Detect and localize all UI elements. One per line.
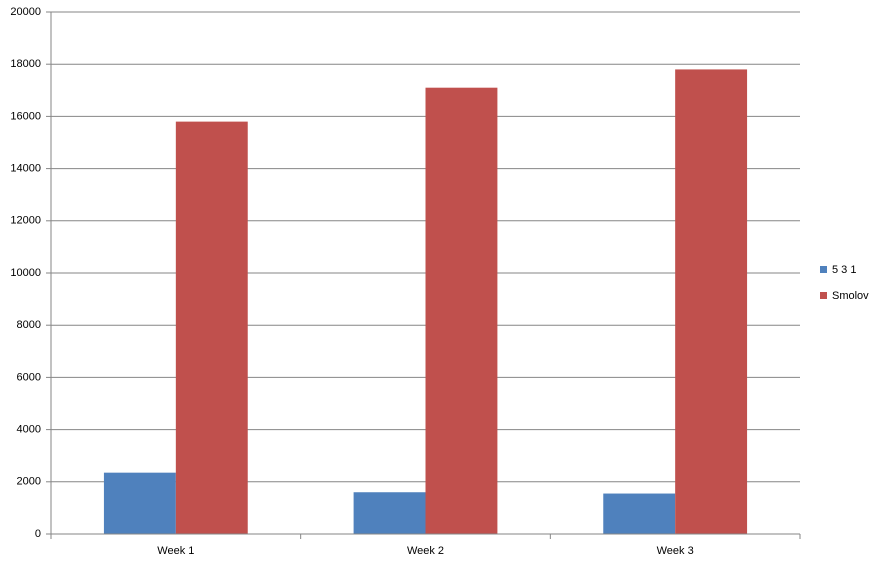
y-tick-label: 0 [35, 528, 41, 540]
x-tick-label: Week 1 [157, 545, 194, 557]
y-tick-label: 18000 [10, 58, 41, 70]
y-tick-label: 8000 [17, 319, 41, 331]
y-tick-label: 10000 [10, 267, 41, 279]
y-tick-label: 2000 [17, 476, 41, 488]
bar [425, 87, 498, 534]
legend-swatch [820, 292, 827, 299]
bar [603, 493, 676, 534]
x-tick-label: Week 3 [657, 545, 694, 557]
x-tick-label: Week 2 [407, 545, 444, 557]
legend-label: 5 3 1 [832, 264, 856, 276]
legend-swatch [820, 266, 827, 273]
y-tick-label: 20000 [10, 6, 41, 18]
bar [675, 69, 748, 535]
legend-label: Smolov [832, 290, 869, 302]
y-tick-label: 4000 [17, 424, 41, 436]
bar [175, 121, 248, 535]
y-tick-label: 14000 [10, 163, 41, 175]
y-tick-label: 6000 [17, 371, 41, 383]
bar [103, 472, 176, 534]
y-tick-label: 16000 [10, 110, 41, 122]
y-tick-label: 12000 [10, 215, 41, 227]
bar [353, 492, 426, 534]
